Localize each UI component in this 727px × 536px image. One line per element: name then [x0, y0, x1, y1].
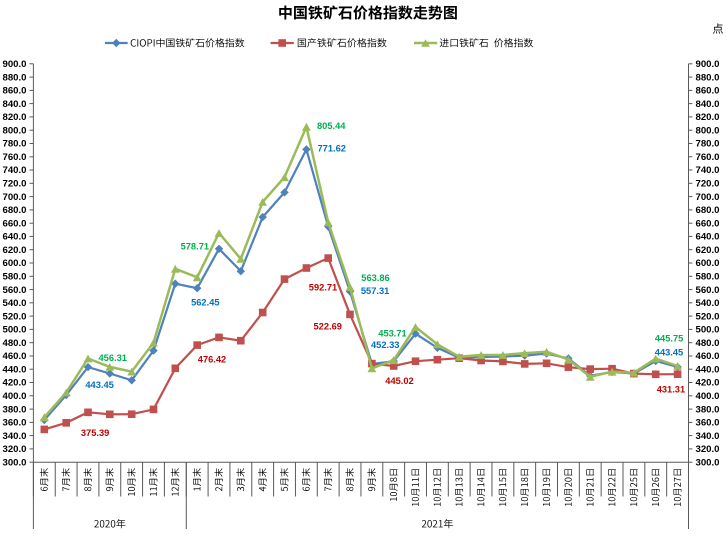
svg-text:760.0: 760.0 [2, 152, 26, 163]
svg-text:771.62: 771.62 [318, 144, 346, 154]
svg-text:580.0: 580.0 [696, 272, 720, 283]
svg-text:560.0: 560.0 [696, 285, 720, 296]
svg-text:860.0: 860.0 [696, 86, 720, 97]
svg-text:380.0: 380.0 [696, 404, 720, 415]
svg-text:563.86: 563.86 [361, 273, 389, 283]
svg-text:340.0: 340.0 [2, 431, 26, 442]
svg-text:700.0: 700.0 [2, 192, 26, 203]
svg-text:453.71: 453.71 [378, 328, 406, 338]
svg-text:640.0: 640.0 [696, 232, 720, 243]
svg-text:640.0: 640.0 [2, 232, 26, 243]
svg-text:620.0: 620.0 [2, 245, 26, 256]
svg-text:760.0: 760.0 [696, 152, 720, 163]
svg-text:660.0: 660.0 [2, 218, 26, 229]
svg-text:452.33: 452.33 [371, 340, 399, 350]
svg-text:300.0: 300.0 [2, 457, 26, 468]
svg-text:360.0: 360.0 [2, 418, 26, 429]
svg-text:500.0: 500.0 [696, 325, 720, 336]
svg-text:480.0: 480.0 [2, 338, 26, 349]
svg-text:476.42: 476.42 [198, 354, 226, 364]
svg-text:520.0: 520.0 [2, 311, 26, 322]
svg-text:480.0: 480.0 [696, 338, 720, 349]
svg-text:700.0: 700.0 [696, 192, 720, 203]
svg-text:900.0: 900.0 [2, 59, 26, 70]
svg-text:740.0: 740.0 [2, 165, 26, 176]
svg-text:522.69: 522.69 [314, 321, 342, 331]
svg-text:375.39: 375.39 [81, 428, 109, 438]
svg-text:660.0: 660.0 [696, 218, 720, 229]
svg-text:420.0: 420.0 [2, 378, 26, 389]
svg-text:780.0: 780.0 [696, 139, 720, 150]
svg-text:540.0: 540.0 [696, 298, 720, 309]
svg-text:431.31: 431.31 [657, 384, 685, 394]
svg-text:620.0: 620.0 [696, 245, 720, 256]
svg-text:720.0: 720.0 [696, 179, 720, 190]
svg-text:820.0: 820.0 [696, 112, 720, 123]
svg-text:340.0: 340.0 [696, 431, 720, 442]
svg-text:320.0: 320.0 [696, 444, 720, 455]
svg-text:880.0: 880.0 [696, 72, 720, 83]
svg-text:580.0: 580.0 [2, 272, 26, 283]
svg-text:740.0: 740.0 [696, 165, 720, 176]
svg-text:380.0: 380.0 [2, 404, 26, 415]
svg-text:360.0: 360.0 [696, 418, 720, 429]
svg-text:880.0: 880.0 [2, 72, 26, 83]
svg-text:300.0: 300.0 [696, 457, 720, 468]
svg-text:456.31: 456.31 [99, 353, 127, 363]
svg-text:562.45: 562.45 [191, 298, 219, 308]
svg-text:680.0: 680.0 [2, 205, 26, 216]
svg-text:400.0: 400.0 [696, 391, 720, 402]
svg-text:900.0: 900.0 [696, 59, 720, 70]
svg-text:440.0: 440.0 [2, 364, 26, 375]
svg-text:560.0: 560.0 [2, 285, 26, 296]
svg-text:400.0: 400.0 [2, 391, 26, 402]
svg-text:445.75: 445.75 [655, 334, 683, 344]
svg-text:820.0: 820.0 [2, 112, 26, 123]
svg-text:443.45: 443.45 [655, 347, 683, 357]
svg-text:460.0: 460.0 [696, 351, 720, 362]
svg-text:800.0: 800.0 [696, 125, 720, 136]
svg-text:520.0: 520.0 [696, 311, 720, 322]
svg-text:578.71: 578.71 [181, 241, 209, 251]
svg-text:840.0: 840.0 [2, 99, 26, 110]
svg-text:680.0: 680.0 [696, 205, 720, 216]
svg-text:445.02: 445.02 [385, 376, 413, 386]
svg-text:557.31: 557.31 [361, 286, 389, 296]
svg-text:592.71: 592.71 [309, 282, 337, 292]
svg-text:840.0: 840.0 [696, 99, 720, 110]
svg-text:460.0: 460.0 [2, 351, 26, 362]
svg-text:600.0: 600.0 [696, 258, 720, 269]
svg-text:720.0: 720.0 [2, 179, 26, 190]
svg-text:500.0: 500.0 [2, 325, 26, 336]
svg-text:800.0: 800.0 [2, 125, 26, 136]
svg-text:860.0: 860.0 [2, 86, 26, 97]
svg-text:540.0: 540.0 [2, 298, 26, 309]
svg-text:320.0: 320.0 [2, 444, 26, 455]
svg-text:805.44: 805.44 [317, 121, 346, 131]
svg-text:440.0: 440.0 [696, 364, 720, 375]
svg-text:600.0: 600.0 [2, 258, 26, 269]
svg-text:443.45: 443.45 [85, 380, 113, 390]
svg-text:780.0: 780.0 [2, 139, 26, 150]
svg-text:420.0: 420.0 [696, 378, 720, 389]
